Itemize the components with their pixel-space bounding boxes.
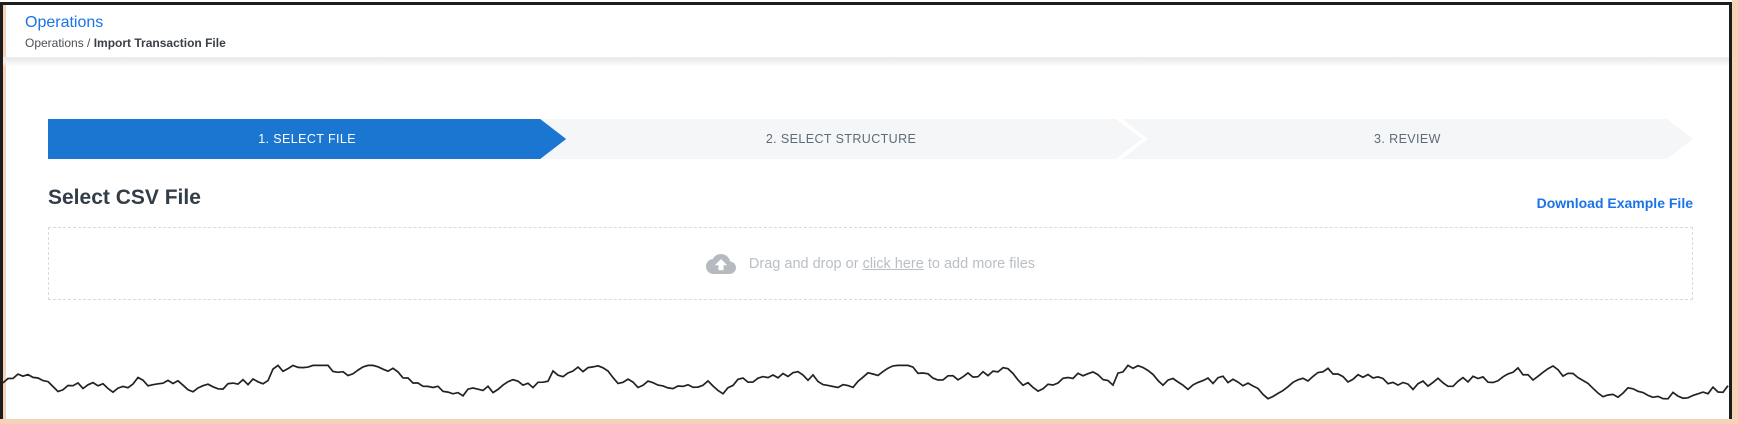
step-review[interactable]: 3. REVIEW bbox=[1122, 119, 1693, 159]
step-select-structure-label: 2. SELECT STRUCTURE bbox=[765, 132, 917, 146]
breadcrumb-current: Import Transaction File bbox=[93, 36, 226, 50]
frame-accent-right bbox=[1732, 0, 1738, 424]
dropzone-click-here-link[interactable]: click here bbox=[862, 255, 924, 272]
header-divider bbox=[3, 57, 1729, 67]
page-header: Operations Operations / Import Transacti… bbox=[3, 5, 1729, 57]
step-select-file[interactable]: 1. SELECT FILE bbox=[48, 119, 566, 159]
torn-edge-decoration bbox=[3, 364, 1729, 400]
main-content: 1. SELECT FILE 2. SELECT STRUCTURE 3. RE… bbox=[3, 119, 1729, 300]
dropzone-text-before: Drag and drop or bbox=[748, 255, 863, 272]
breadcrumb-separator: / bbox=[83, 36, 94, 50]
dropzone-text: Drag and drop or click here to add more … bbox=[749, 256, 1035, 272]
section-heading-row: Select CSV File Download Example File bbox=[48, 185, 1693, 211]
page-title: Operations bbox=[25, 14, 104, 31]
section-heading: Select CSV File bbox=[48, 186, 201, 209]
cloud-upload-icon bbox=[705, 253, 736, 274]
dropzone-text-after: to add more files bbox=[923, 255, 1036, 272]
frame-accent-bottom bbox=[0, 419, 1738, 424]
wizard-stepper: 1. SELECT FILE 2. SELECT STRUCTURE 3. RE… bbox=[48, 119, 1693, 159]
breadcrumb-root-link[interactable]: Operations bbox=[25, 36, 84, 50]
download-example-file-link[interactable]: Download Example File bbox=[1536, 195, 1693, 211]
step-select-file-label: 1. SELECT FILE bbox=[258, 132, 356, 146]
breadcrumb: Operations / Import Transaction File bbox=[25, 36, 1729, 50]
step-select-structure[interactable]: 2. SELECT STRUCTURE bbox=[540, 119, 1142, 159]
file-dropzone[interactable]: Drag and drop or click here to add more … bbox=[48, 227, 1693, 300]
step-review-label: 3. REVIEW bbox=[1374, 132, 1441, 146]
